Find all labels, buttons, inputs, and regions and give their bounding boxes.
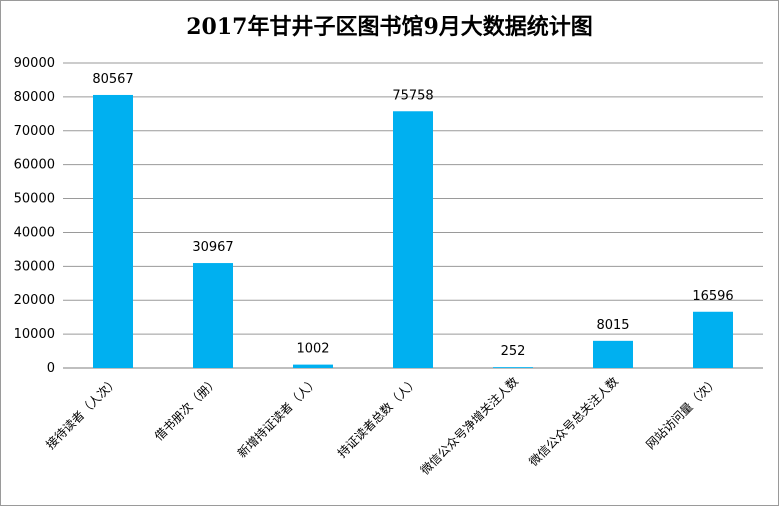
- chart-title: 2017年甘井子区图书馆9月大数据统计图: [186, 14, 593, 40]
- bar: [593, 340, 633, 368]
- y-tick-label: 80000: [14, 90, 55, 105]
- y-tick-label: 0: [47, 361, 55, 376]
- category-label: 新增持证读者（人）: [234, 374, 321, 461]
- data-label: 16596: [692, 289, 733, 304]
- y-axis-ticks: 0 10000 20000 30000 40000 50000 60000 70000 8000…: [14, 56, 55, 376]
- bars: [93, 94, 733, 368]
- bar: [293, 364, 333, 368]
- bar: [493, 367, 533, 368]
- data-label: 252: [501, 344, 526, 359]
- y-tick-label: 30000: [14, 259, 55, 274]
- category-label: 微信公众号总关注人数: [526, 374, 621, 469]
- y-tick-label: 90000: [14, 56, 55, 71]
- y-tick-label: 10000: [14, 327, 55, 342]
- data-label: 80567: [92, 72, 133, 87]
- category-label: 微信公众号净增关注人数: [417, 374, 521, 478]
- data-label: 30967: [192, 240, 233, 255]
- bar: [93, 94, 133, 368]
- bar: [193, 263, 233, 368]
- category-label: 持证读者总数（人）: [334, 374, 421, 461]
- bar: [393, 111, 433, 368]
- y-tick-label: 70000: [14, 124, 55, 139]
- y-tick-label: 60000: [14, 158, 55, 173]
- y-tick-label: 50000: [14, 192, 55, 207]
- y-tick-label: 20000: [14, 293, 55, 308]
- category-label: 网站访问量（次）: [643, 374, 721, 452]
- y-tick-label: 40000: [14, 225, 55, 240]
- data-label: 1002: [296, 342, 329, 357]
- bar: [693, 311, 733, 368]
- data-labels: 80567 30967 1002 75758 252 8015 16596: [92, 72, 733, 359]
- category-label: 接待读者（人次）: [43, 374, 121, 452]
- x-axis-labels: 接待读者（人次） 借书册次（册） 新增持证读者（人） 持证读者总数（人）微信公众号净增…: [43, 374, 721, 478]
- data-label: 75758: [392, 88, 433, 103]
- data-label: 8015: [596, 318, 629, 333]
- category-label: 借书册次（册）: [152, 374, 221, 443]
